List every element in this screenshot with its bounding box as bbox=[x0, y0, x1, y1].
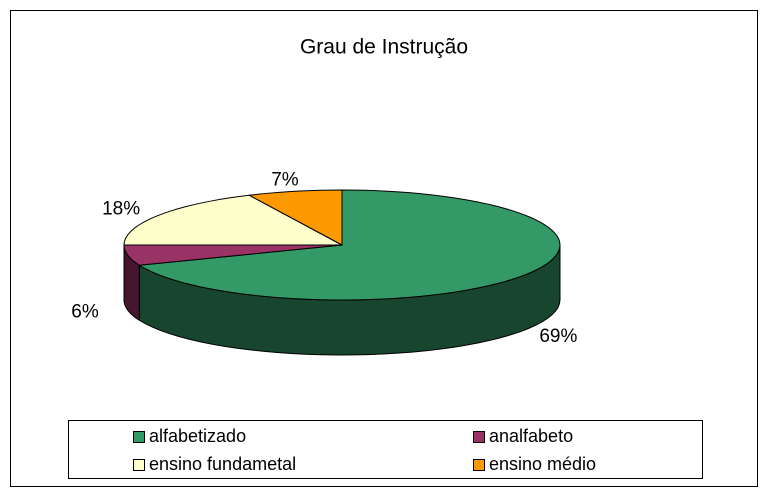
data-label: 6% bbox=[71, 301, 99, 322]
data-label: 7% bbox=[271, 170, 299, 191]
legend-box bbox=[68, 420, 703, 479]
legend-label: analfabeto bbox=[489, 426, 573, 446]
legend-label: alfabetizado bbox=[149, 426, 246, 446]
data-label: 69% bbox=[539, 326, 577, 347]
data-label: 18% bbox=[102, 199, 140, 220]
chart-title: Grau de Instrução bbox=[300, 36, 468, 59]
pie-slice bbox=[123, 244, 343, 266]
legend-label: ensino médio bbox=[489, 454, 596, 474]
legend-swatch bbox=[473, 459, 485, 471]
legend-swatch bbox=[133, 459, 145, 471]
legend-swatch bbox=[133, 431, 145, 443]
pie-slice bbox=[247, 189, 343, 246]
pie-slice bbox=[137, 189, 561, 301]
legend-label: ensino fundametal bbox=[149, 454, 296, 474]
legend-swatch bbox=[473, 431, 485, 443]
pie-slice bbox=[123, 194, 343, 246]
